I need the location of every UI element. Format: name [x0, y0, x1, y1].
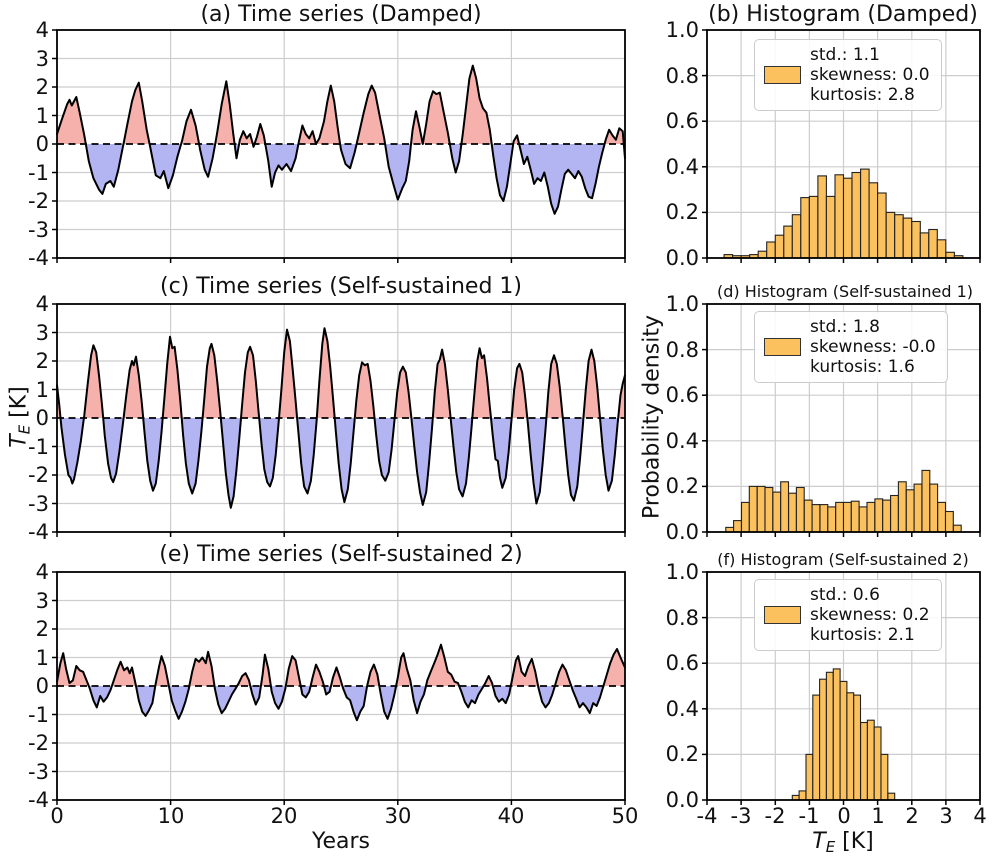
- tick-label: -4: [28, 520, 49, 544]
- tick-label: 0.2: [665, 474, 699, 498]
- legend-histogram-damped: std.: 1.1 skewness: 0.0 kurtosis: 2.8: [754, 39, 942, 111]
- panel-a-title: (a) Time series (Damped): [200, 2, 482, 27]
- tick-label: 0: [837, 804, 851, 828]
- tick-label: 4: [35, 292, 49, 316]
- legend-kurtosis: kurtosis: 2.8: [810, 85, 915, 105]
- tick-label: 2: [35, 617, 49, 641]
- legend-skewness: skewness: -0.0: [810, 337, 936, 357]
- tick-label: -4: [28, 246, 49, 270]
- tick-label: 40: [497, 804, 525, 828]
- tick-label: 0.6: [665, 651, 699, 675]
- tick-label: -3: [28, 218, 49, 242]
- x-axis-label-te: TE [K]: [812, 829, 874, 856]
- te-units: [K]: [835, 829, 874, 854]
- tick-label: 0.2: [665, 742, 699, 766]
- tick-label: 0.6: [665, 109, 699, 133]
- tick-label: -4: [696, 804, 718, 828]
- tick-label: 2: [35, 75, 49, 99]
- tick-label: 4: [973, 804, 987, 828]
- tick-label: 1: [35, 104, 49, 128]
- tick-label: 10: [157, 804, 185, 828]
- x-axis-label-years: Years: [311, 829, 371, 854]
- tick-label: 4: [35, 18, 49, 42]
- tick-label: 1.0: [665, 292, 699, 316]
- tick-label: 0.4: [665, 429, 699, 453]
- panel-e: [52, 571, 626, 805]
- histogram-color-swatch: [764, 66, 801, 84]
- panel-d-title: (d) Histogram (Self-sustained 1): [716, 282, 974, 301]
- legend-std: std.: 0.6: [810, 585, 880, 605]
- tick-label: 3: [35, 589, 49, 613]
- tick-label: 3: [939, 804, 953, 828]
- tick-label: 50: [611, 804, 639, 828]
- legend-skewness: skewness: 0.0: [810, 65, 930, 85]
- tick-label: -3: [28, 760, 49, 784]
- legend-histogram-self-sustained-1: std.: 1.8 skewness: -0.0 kurtosis: 1.6: [754, 311, 948, 383]
- te-subscript: E: [825, 838, 836, 857]
- tick-label: 0.8: [665, 338, 699, 362]
- tick-label: 1: [35, 646, 49, 670]
- tick-label: 2: [905, 804, 919, 828]
- tick-label: 1.0: [665, 18, 699, 42]
- panel-e-title: (e) Time series (Self-sustained 2): [159, 542, 523, 567]
- tick-label: -2: [28, 731, 49, 755]
- tick-label: -1: [798, 804, 820, 828]
- tick-label: 0.8: [665, 64, 699, 88]
- legend-skewness: skewness: 0.2: [810, 605, 930, 625]
- tick-label: 4: [35, 560, 49, 584]
- tick-label: 0: [35, 132, 49, 156]
- tick-label: 0.0: [665, 520, 699, 544]
- legend-histogram-self-sustained-2: std.: 0.6 skewness: 0.2 kurtosis: 2.1: [754, 579, 942, 651]
- tick-label: 0.4: [665, 155, 699, 179]
- tick-label: -4: [28, 788, 49, 812]
- histogram-color-swatch: [764, 606, 801, 624]
- tick-label: 3: [35, 47, 49, 71]
- tick-label: -3: [730, 804, 752, 828]
- tick-label: 0: [35, 406, 49, 430]
- panel-c: [52, 303, 626, 537]
- tick-label: 0: [50, 804, 64, 828]
- panel-f: [702, 571, 981, 805]
- tick-label: -1: [28, 161, 49, 185]
- tick-label: -2: [28, 189, 49, 213]
- tick-label: 20: [270, 804, 298, 828]
- tick-label: -2: [764, 804, 786, 828]
- panel-a: [52, 29, 626, 263]
- legend-std: std.: 1.1: [810, 45, 880, 65]
- tick-label: -3: [28, 492, 49, 516]
- tick-label: 3: [35, 321, 49, 345]
- tick-label: -1: [28, 703, 49, 727]
- histogram-color-swatch: [764, 338, 801, 356]
- tick-label: 1.0: [665, 560, 699, 584]
- tick-label: -1: [28, 435, 49, 459]
- panel-b-title: (b) Histogram (Damped): [708, 2, 978, 27]
- legend-std: std.: 1.8: [810, 317, 880, 337]
- tick-label: 2: [35, 349, 49, 373]
- tick-label: 0.6: [665, 383, 699, 407]
- tick-label: 0.8: [665, 606, 699, 630]
- panel-f-title: (f) Histogram (Self-sustained 2): [717, 550, 969, 569]
- te-symbol: T: [812, 829, 826, 854]
- tick-label: 0: [35, 674, 49, 698]
- tick-label: 0.0: [665, 246, 699, 270]
- tick-label: 1: [871, 804, 885, 828]
- panel-c-title: (c) Time series (Self-sustained 1): [159, 274, 523, 299]
- tick-label: 30: [384, 804, 412, 828]
- tick-label: -2: [28, 463, 49, 487]
- tick-label: 0.4: [665, 697, 699, 721]
- tick-label: 0.2: [665, 200, 699, 224]
- legend-kurtosis: kurtosis: 1.6: [810, 357, 915, 377]
- legend-kurtosis: kurtosis: 2.1: [810, 625, 915, 645]
- tick-label: 1: [35, 378, 49, 402]
- tick-label: 0.0: [665, 788, 699, 812]
